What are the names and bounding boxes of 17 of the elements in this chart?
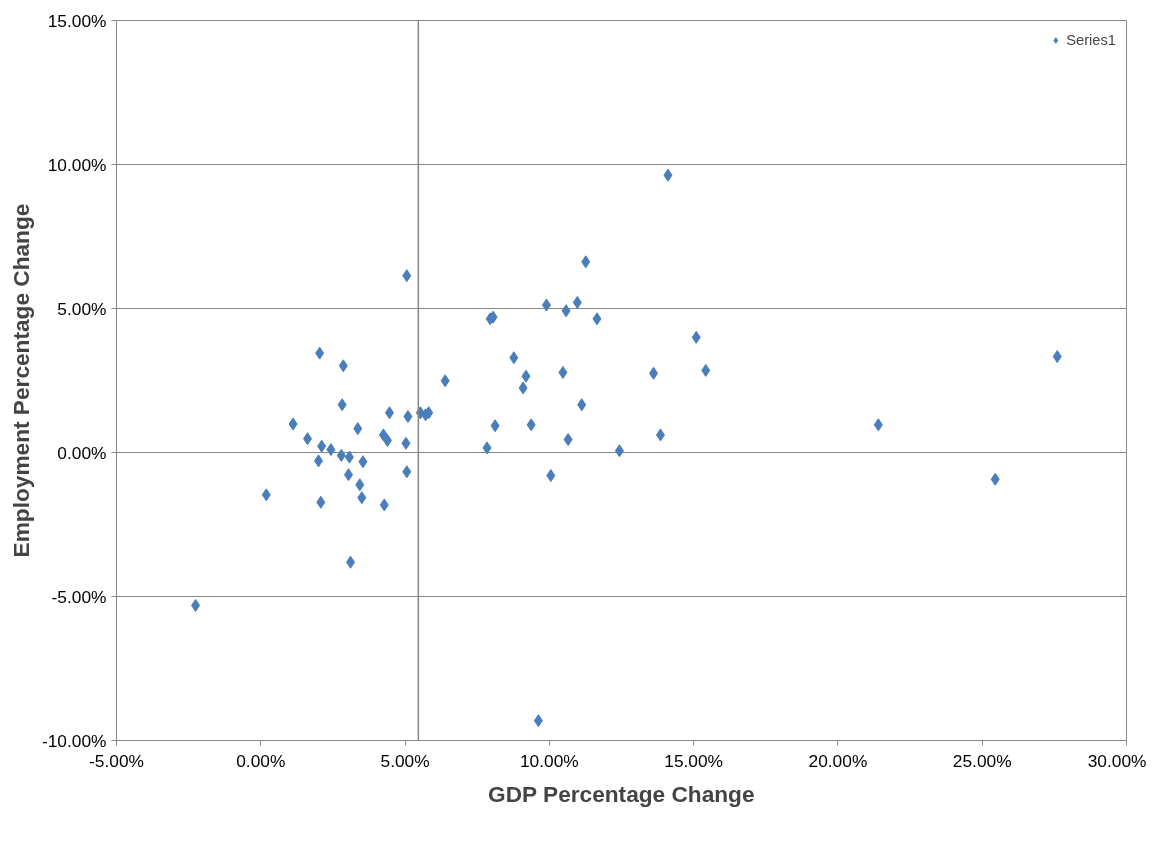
x-tick-label: 25.00% — [952, 750, 1012, 771]
y-tick-label: 15.00% — [47, 10, 107, 31]
x-tick-label: -5.00% — [89, 750, 144, 771]
x-tick-label: 30.00% — [1087, 750, 1147, 771]
x-tick-label: 20.00% — [808, 750, 868, 771]
x-tick-label: 0.00% — [236, 750, 286, 771]
x-axis-title: GDP Percentage Change — [488, 780, 755, 807]
x-tick-label: 5.00% — [380, 750, 430, 771]
y-tick-label: 5.00% — [57, 298, 107, 319]
y-tick-label: 0.00% — [57, 442, 107, 463]
y-tick-label: -5.00% — [51, 586, 107, 607]
y-tick-label: -10.00% — [41, 730, 107, 751]
y-axis-title: Employment Percentage Change — [7, 203, 34, 558]
x-tick-label: 15.00% — [664, 750, 724, 771]
x-tick-label: 10.00% — [519, 750, 579, 771]
y-tick-label: 10.00% — [47, 154, 107, 175]
legend-label: Series1 — [1066, 32, 1116, 48]
